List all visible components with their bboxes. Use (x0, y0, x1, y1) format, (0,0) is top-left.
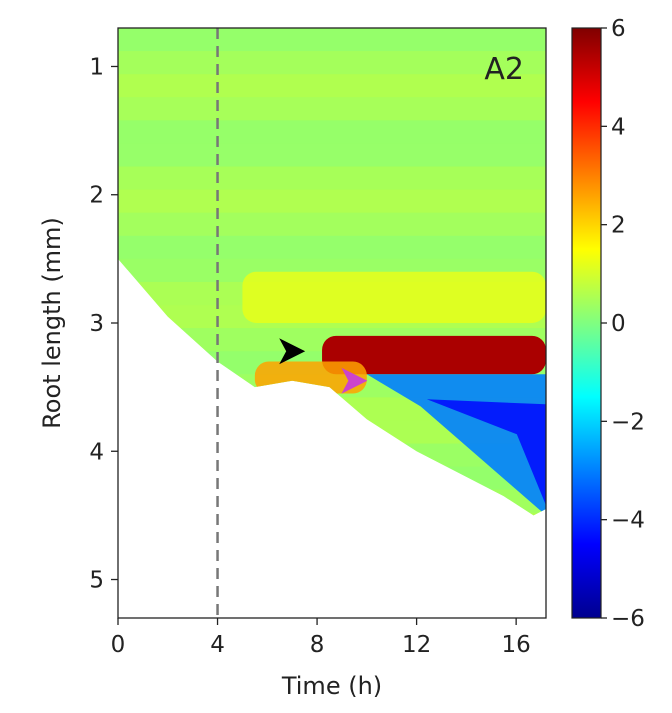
heatmap-band (118, 143, 546, 166)
colorbar-tick-label: −4 (611, 508, 645, 534)
colorbar (572, 28, 601, 618)
heatmap-band (118, 236, 546, 259)
heatmap-band (118, 28, 546, 51)
heatmap-band (118, 51, 546, 74)
heatmap-band (118, 213, 546, 236)
y-axis-label: Root length (mm) (38, 217, 66, 429)
y-axis-ticks: 1 2 3 4 5 (89, 54, 118, 593)
colorbar-tick-label: 0 (611, 311, 626, 337)
heatmap-band (118, 97, 546, 120)
y-tick-label: 2 (89, 183, 104, 209)
colorbar-tick-label: 4 (611, 114, 626, 140)
y-tick-label: 4 (89, 439, 104, 465)
x-tick-label: 16 (501, 632, 530, 658)
y-tick-label: 1 (89, 54, 104, 80)
x-tick-label: 12 (402, 632, 431, 658)
heatmap-band (118, 167, 546, 190)
panel-label: A2 (484, 52, 524, 87)
heatmap-band (118, 513, 546, 536)
x-axis-label: Time (h) (281, 672, 382, 700)
colorbar-tick-label: −6 (611, 606, 645, 632)
colorbar-ticks: 6 4 2 0 −2 −4 −6 (601, 16, 645, 632)
heatmap-band (118, 74, 546, 97)
x-tick-label: 8 (310, 632, 325, 658)
heatmap-region (242, 272, 546, 323)
y-tick-label: 3 (89, 311, 104, 337)
colorbar-tick-label: 2 (611, 213, 626, 239)
heatmap-band (118, 120, 546, 143)
x-axis-ticks: 0 4 8 12 16 (111, 618, 531, 658)
x-tick-label: 4 (210, 632, 225, 658)
x-tick-label: 0 (111, 632, 126, 658)
heatmap-field (118, 28, 546, 618)
colorbar-tick-label: −2 (611, 409, 645, 435)
heatmap-band (118, 467, 546, 490)
y-tick-label: 5 (89, 568, 104, 594)
colorbar-tick-label: 6 (611, 16, 626, 42)
heatmap-band (118, 490, 546, 513)
heatmap-features (118, 28, 546, 536)
heatmap-band (118, 190, 546, 213)
